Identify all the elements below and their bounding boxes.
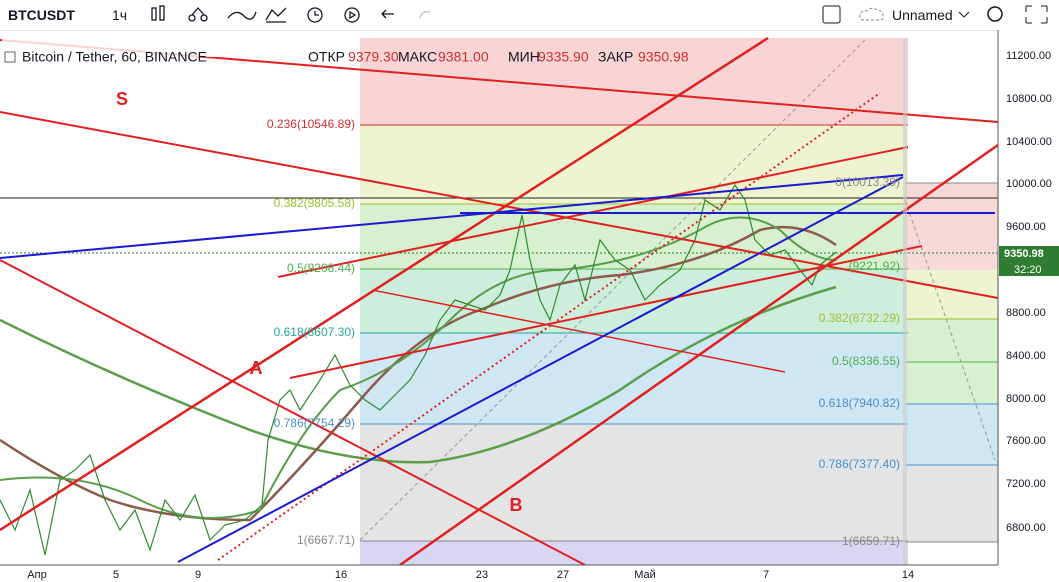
annotation: B — [510, 495, 523, 515]
price-tick-label: 9600.00 — [1006, 221, 1046, 233]
fib-label: 0(10013.39) — [835, 175, 900, 189]
price-tick-label: 11200.00 — [1006, 50, 1051, 62]
interval[interactable]: 1ч — [112, 7, 128, 23]
fib-label: 0.5(9208.44) — [287, 261, 355, 275]
price-tick-label: 6800.00 — [1006, 522, 1046, 534]
date-label: 9 — [195, 569, 201, 581]
symbol[interactable]: BTCUSDT — [8, 7, 75, 23]
countdown: 32:20 — [1014, 264, 1042, 276]
ohlc-value: 9350.98 — [638, 49, 689, 65]
date-label: 23 — [476, 569, 488, 581]
ohlc-value: 9379.30 — [348, 49, 399, 65]
fib-label: 1(6659.71) — [842, 534, 900, 548]
ohlc-value: 9381.00 — [438, 49, 489, 65]
header-bg — [2, 37, 357, 57]
fib-label: 0.618(8607.30) — [274, 325, 355, 339]
date-label: 16 — [335, 569, 347, 581]
fib-label: 0.618(7940.82) — [819, 396, 900, 410]
price-tick-label: 8000.00 — [1006, 393, 1046, 405]
price-tick-label: 10000.00 — [1006, 178, 1052, 190]
layout-name[interactable]: Unnamed — [892, 7, 953, 23]
fib-label: 0.382(9805.58) — [274, 196, 355, 210]
tool-icons — [151, 5, 431, 23]
annotation: S — [116, 89, 128, 109]
date-label: Май — [634, 569, 656, 581]
date-label: 7 — [763, 569, 769, 581]
fib-label: 0.382(8732.29) — [819, 311, 900, 325]
date-label: 5 — [113, 569, 119, 581]
fib-label: 0.5(8336.55) — [832, 354, 900, 368]
ohlc-label: ОТКР — [308, 49, 345, 65]
date-label: 27 — [557, 569, 569, 581]
ohlc-label: МАКС — [398, 49, 437, 65]
ohlc-label: ЗАКР — [598, 49, 633, 65]
annotation: A — [250, 358, 263, 378]
right-icons — [822, 5, 1048, 24]
header-box — [4, 51, 16, 63]
price-tick-label: 7600.00 — [1006, 435, 1046, 447]
fib-label: 0.236(10546.89) — [267, 117, 355, 131]
ohlc-value: 9335.90 — [538, 49, 589, 65]
chart-area: Bitcoin / Tether, 60, BINANCE ОТКР 9379.30… — [0, 30, 1059, 582]
ohlc-label: МИН — [508, 49, 540, 65]
price-tick-label: 8800.00 — [1006, 307, 1046, 319]
price-tick-label: 8400.00 — [1006, 350, 1046, 362]
current-price: 9350.98 — [1004, 248, 1044, 260]
date-label: Апр — [27, 569, 46, 581]
toolbar: BTCUSDT 1ч Unnamed — [0, 0, 1059, 31]
price-tick-label: 10800.00 — [1006, 93, 1052, 105]
price-tick-label: 7200.00 — [1006, 478, 1046, 490]
price-badge — [999, 246, 1059, 276]
fib-label: (9221.92) — [849, 259, 900, 273]
header-title: Bitcoin / Tether, 60, BINANCE — [22, 49, 207, 65]
price-tick-label: 10400.00 — [1006, 136, 1052, 148]
date-label: 14 — [902, 569, 914, 581]
fib-label: 0.786(7377.40) — [819, 457, 900, 471]
fib-label: 1(6667.71) — [297, 533, 355, 547]
fib-label: 0.786(7754.29) — [274, 416, 355, 430]
